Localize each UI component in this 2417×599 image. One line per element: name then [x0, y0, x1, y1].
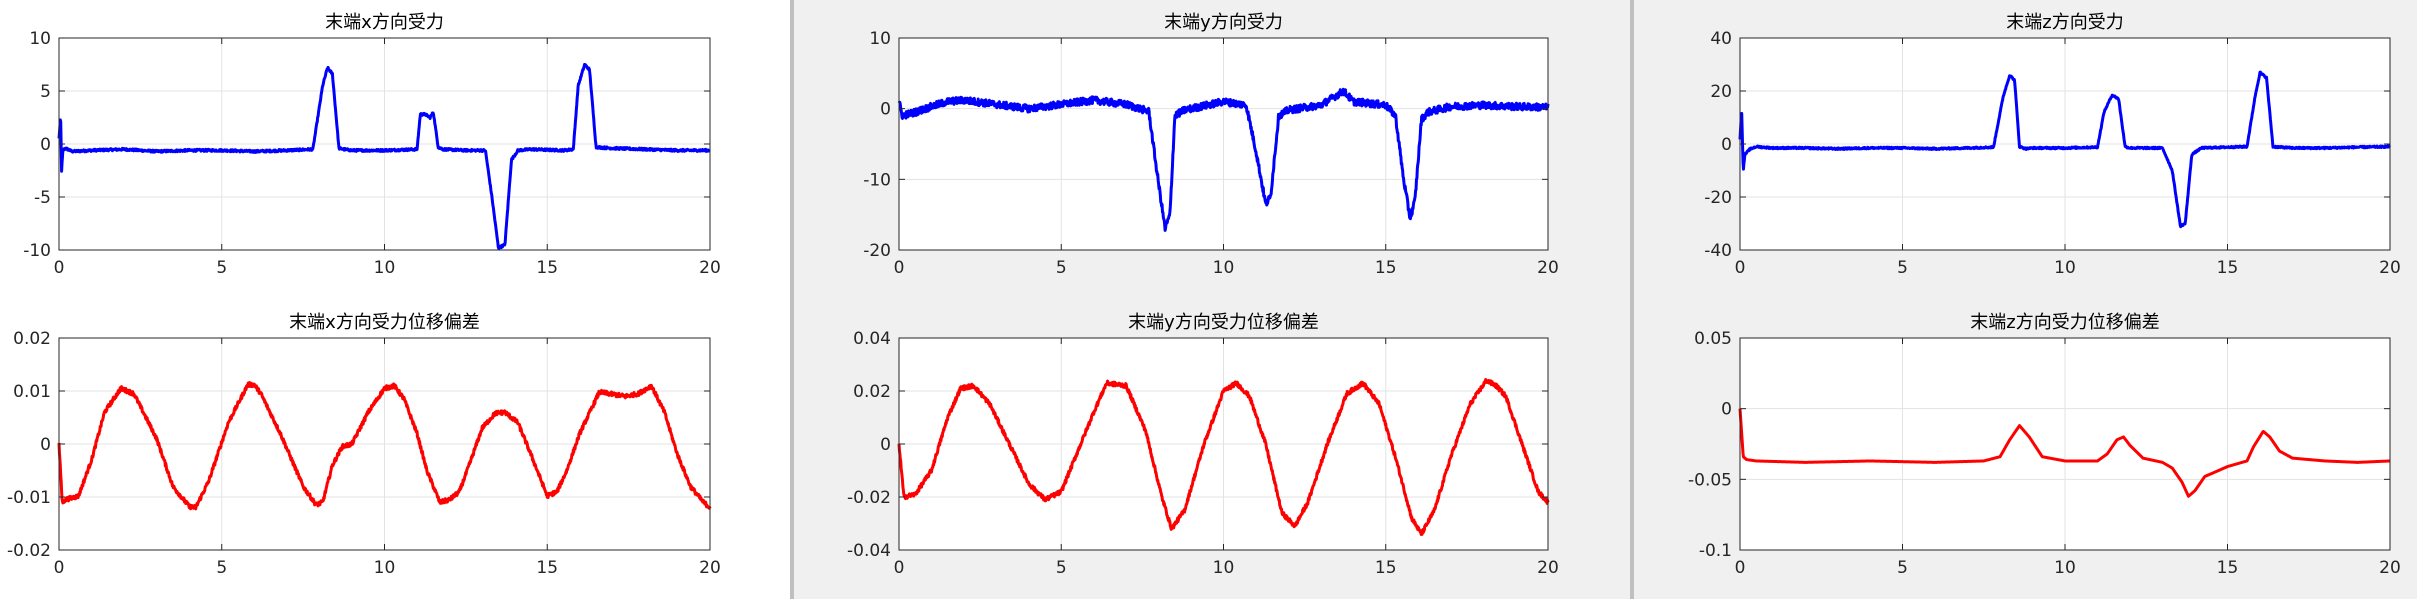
y-tick-label: -40 [1704, 241, 1732, 261]
y-tick-label: 10 [29, 29, 51, 49]
x-tick-label: 15 [1375, 258, 1397, 278]
axes-figure-window-y-0: 0 5 10 15 20 -20 -10 0 10 末端y方向受力 [863, 12, 1559, 278]
y-tick-label: -20 [863, 241, 891, 261]
chart-title: 末端x方向受力 [325, 12, 444, 33]
x-tick-label: 5 [216, 258, 227, 278]
chart-title: 末端z方向受力位移偏差 [1970, 312, 2159, 333]
y-tick-label: 0.01 [13, 382, 51, 402]
y-tick-label: 5 [40, 82, 51, 102]
y-tick-label: 0.02 [13, 329, 51, 349]
figure-z-svg: 0 5 10 15 20 -40 -20 0 20 40 末端z方向受力 0 5 10 15 20 -0.1 -0… [1634, 0, 2417, 599]
x-tick-label: 15 [2217, 258, 2239, 278]
y-tick-label: -20 [1704, 188, 1732, 208]
x-tick-label: 0 [54, 258, 65, 278]
x-tick-label: 10 [374, 558, 396, 578]
x-tick-label: 10 [1213, 258, 1235, 278]
x-tick-label: 15 [536, 258, 558, 278]
y-tick-label: 0 [40, 135, 51, 155]
y-tick-label: 0 [880, 100, 891, 120]
y-tick-label: -10 [23, 241, 51, 261]
axes-figure-window-x-1: 0 5 10 15 20 -0.02 -0.01 0 0.01 0.02 末端x方向受力位移偏差 [7, 312, 721, 578]
y-tick-label: -0.1 [1699, 541, 1732, 561]
y-tick-label: 40 [1710, 29, 1732, 49]
y-tick-label: 10 [869, 29, 891, 49]
y-tick-label: -0.02 [7, 541, 51, 561]
x-tick-label: 15 [536, 558, 558, 578]
axes-figure-window-x-0: 0 5 10 15 20 -10 -5 0 5 10 末端x方向受力 [23, 12, 721, 278]
x-tick-label: 20 [2379, 258, 2401, 278]
y-tick-label: 0 [880, 435, 891, 455]
figure-x-svg: 0 5 10 15 20 -10 -5 0 5 10 末端x方向受力 0 5 10 15 20 -0.02 -0.… [0, 0, 790, 599]
y-tick-label: 0 [1721, 135, 1732, 155]
x-tick-label: 15 [1375, 558, 1397, 578]
figure-y-svg: 0 5 10 15 20 -20 -10 0 10 末端y方向受力 0 5 10 15 20 -0.04 -0.… [794, 0, 1630, 599]
y-tick-label: 20 [1710, 82, 1732, 102]
y-tick-label: -5 [34, 188, 51, 208]
x-tick-label: 10 [2054, 558, 2076, 578]
y-tick-label: -0.04 [847, 541, 891, 561]
x-tick-label: 20 [1537, 558, 1559, 578]
y-tick-label: 0.04 [853, 329, 891, 349]
axes-figure-window-z-1: 0 5 10 15 20 -0.1 -0.05 0 0.05 末端z方向受力位移偏差 [1688, 312, 2401, 578]
x-tick-label: 0 [894, 258, 905, 278]
x-tick-label: 15 [2217, 558, 2239, 578]
y-tick-label: -0.05 [1688, 470, 1732, 490]
y-tick-label: 0 [40, 435, 51, 455]
x-tick-label: 0 [894, 558, 905, 578]
figure-window-x: 0 5 10 15 20 -10 -5 0 5 10 末端x方向受力 0 5 10 15 20 -0.02 -0.… [0, 0, 790, 599]
x-tick-label: 5 [1056, 258, 1067, 278]
chart-title: 末端x方向受力位移偏差 [289, 312, 480, 333]
x-tick-label: 20 [2379, 558, 2401, 578]
chart-title: 末端y方向受力 [1164, 12, 1283, 33]
x-tick-label: 5 [1897, 258, 1908, 278]
x-tick-label: 5 [1056, 558, 1067, 578]
y-tick-label: -0.02 [847, 488, 891, 508]
y-tick-label: -10 [863, 170, 891, 190]
x-tick-label: 20 [699, 558, 721, 578]
x-tick-label: 10 [1213, 558, 1235, 578]
axes-figure-window-z-0: 0 5 10 15 20 -40 -20 0 20 40 末端z方向受力 [1704, 12, 2401, 278]
x-tick-label: 5 [1897, 558, 1908, 578]
x-tick-label: 10 [374, 258, 396, 278]
axes-figure-window-y-1: 0 5 10 15 20 -0.04 -0.02 0 0.02 0.04 末端y方向受力位移偏差 [847, 312, 1559, 578]
x-tick-label: 5 [216, 558, 227, 578]
figure-window-z: 0 5 10 15 20 -40 -20 0 20 40 末端z方向受力 0 5 10 15 20 -0.1 -0… [1634, 0, 2417, 599]
x-tick-label: 20 [699, 258, 721, 278]
y-tick-label: 0.02 [853, 382, 891, 402]
x-tick-label: 0 [1735, 258, 1746, 278]
chart-title: 末端z方向受力 [2006, 12, 2123, 33]
x-tick-label: 10 [2054, 258, 2076, 278]
chart-title: 末端y方向受力位移偏差 [1128, 312, 1319, 333]
figure-window-y: 0 5 10 15 20 -20 -10 0 10 末端y方向受力 0 5 10 15 20 -0.04 -0.… [794, 0, 1630, 599]
y-tick-label: -0.01 [7, 488, 51, 508]
y-tick-label: 0 [1721, 400, 1732, 420]
x-tick-label: 0 [54, 558, 65, 578]
x-tick-label: 20 [1537, 258, 1559, 278]
y-tick-label: 0.05 [1694, 329, 1732, 349]
x-tick-label: 0 [1735, 558, 1746, 578]
